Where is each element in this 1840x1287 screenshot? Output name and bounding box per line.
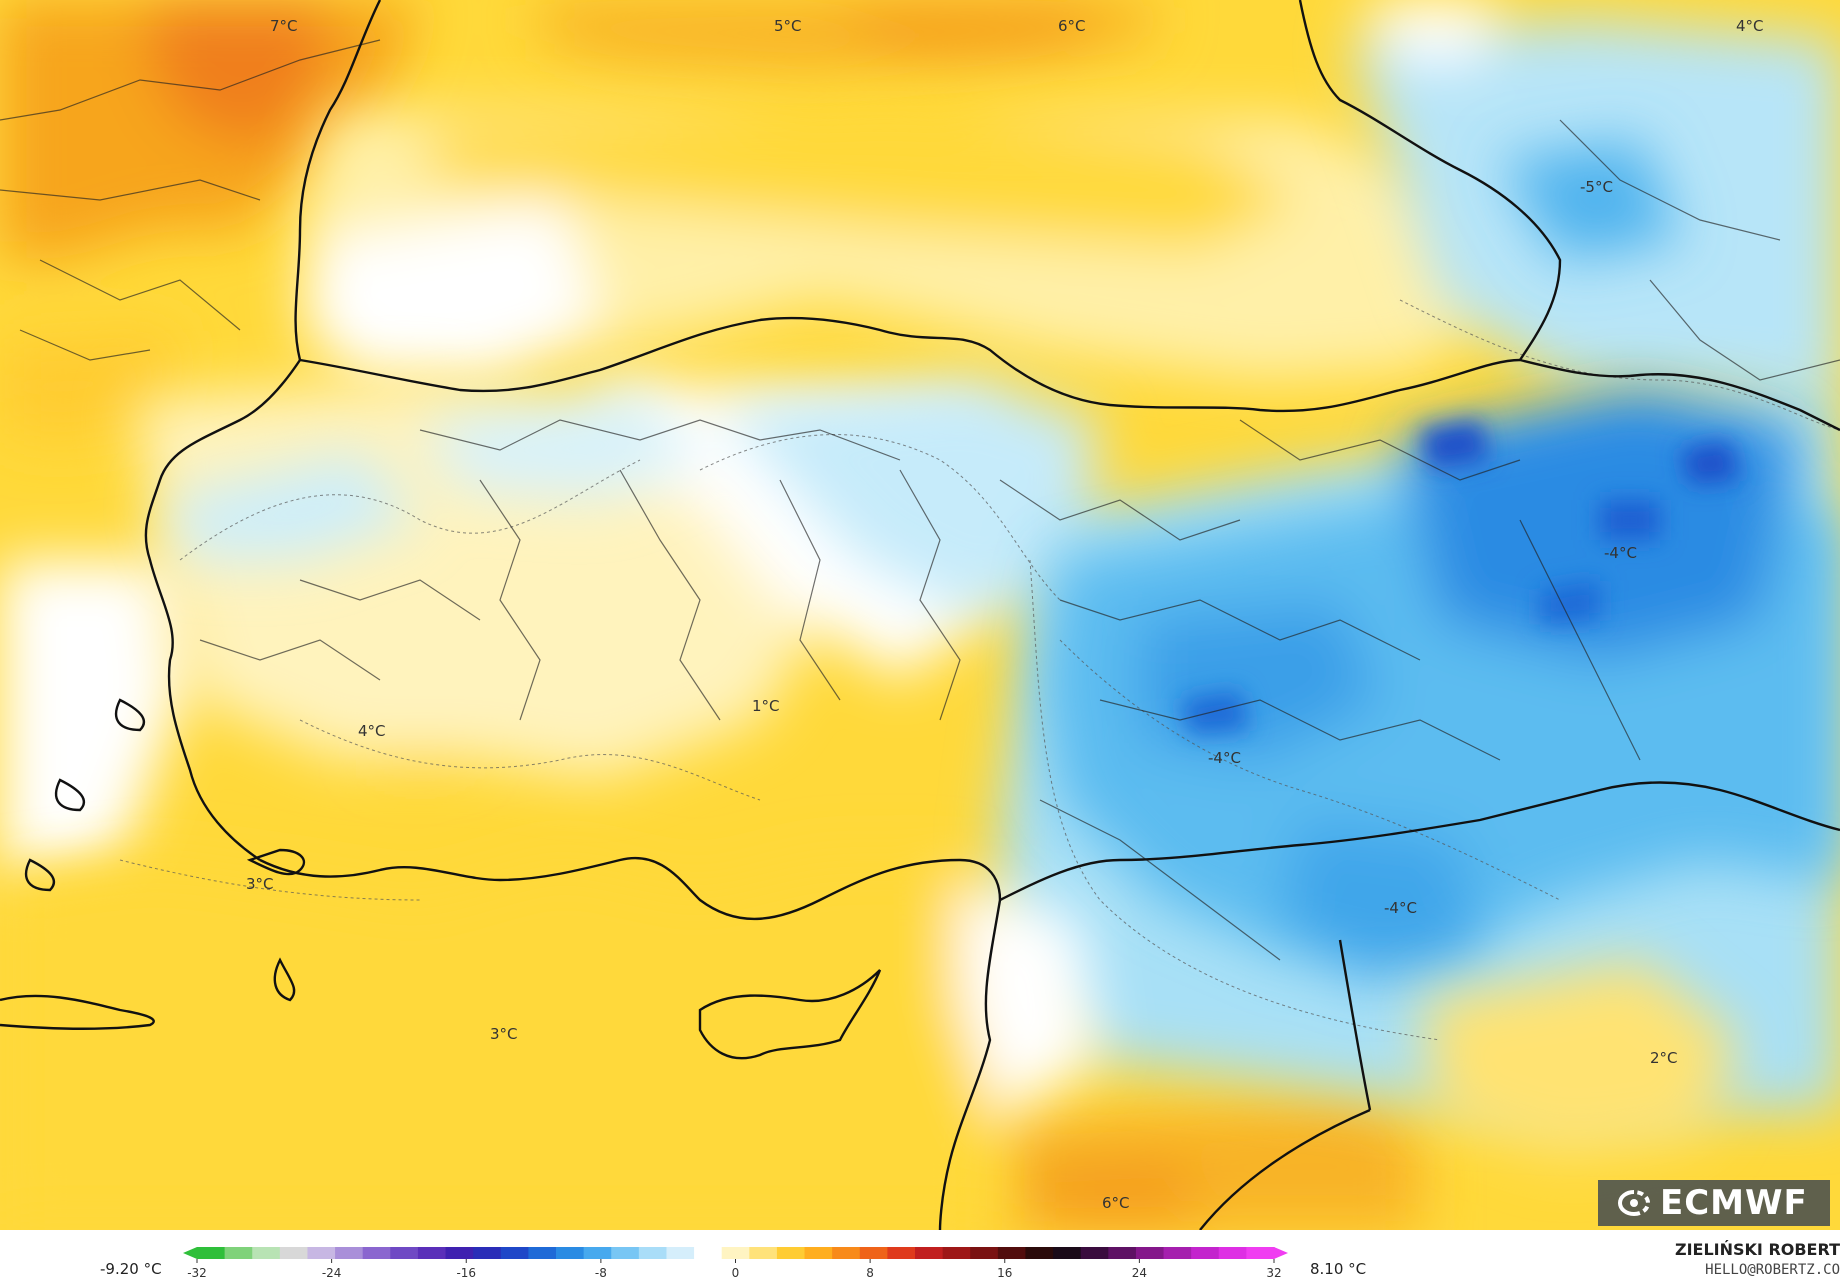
- colorbar-segment: [1163, 1247, 1192, 1259]
- temp-label: 7°C: [270, 17, 298, 35]
- colorbar-segment: [1080, 1247, 1109, 1259]
- colorbar-segment: [362, 1247, 391, 1259]
- colorbar-segment: [252, 1247, 281, 1259]
- temp-label: 3°C: [490, 1025, 518, 1043]
- colorbar-segment: [307, 1247, 336, 1259]
- temperature-labels: 7°C 5°C 6°C 4°C -5°C -4°C 1°C 4°C -4°C 3…: [246, 17, 1764, 1212]
- temp-label: -5°C: [1580, 178, 1613, 196]
- temp-label: 6°C: [1058, 17, 1086, 35]
- colorbar-segment: [528, 1247, 557, 1259]
- colorbar-segment: [197, 1247, 226, 1259]
- colorbar-segment: [1108, 1247, 1137, 1259]
- colorbar-segment: [500, 1247, 529, 1259]
- colorbar-tick-label: -32: [187, 1266, 207, 1280]
- colorbar-segment: [556, 1247, 585, 1259]
- ecmwf-logo-text: ECMWF: [1660, 1183, 1808, 1223]
- borders: [0, 39, 1840, 961]
- colorbar-segment: [638, 1247, 668, 1259]
- colorbar-segment: [832, 1247, 861, 1259]
- colorbar-segment: [1191, 1247, 1220, 1259]
- colorbar-segment: [915, 1247, 944, 1259]
- isotherm-contours: [119, 299, 1840, 1041]
- legend-footer: -9.20 °C -32 -24 -16 -8 0 8 16 24 32 8.10 °C ZIE…: [0, 1230, 1840, 1287]
- temp-label: 4°C: [1736, 17, 1764, 35]
- colorbar-segment: [887, 1247, 916, 1259]
- colorbar-segment: [417, 1247, 447, 1259]
- temp-label: 4°C: [358, 722, 386, 740]
- temp-label: -4°C: [1604, 544, 1637, 562]
- temp-label: -4°C: [1384, 899, 1417, 917]
- colorbar-segment: [445, 1247, 474, 1259]
- colorbar-segment: [804, 1247, 833, 1259]
- coastlines: [0, 0, 1840, 1230]
- colorbar-segment: [721, 1247, 750, 1259]
- colorbar-segment: [473, 1247, 502, 1259]
- temp-label: 2°C: [1650, 1049, 1678, 1067]
- temp-label: -4°C: [1208, 749, 1241, 767]
- temperature-map[interactable]: 7°C 5°C 6°C 4°C -5°C -4°C 1°C 4°C -4°C 3…: [0, 0, 1840, 1230]
- colorbar-segment: [776, 1247, 806, 1259]
- colorbar-tick-label: -8: [595, 1266, 607, 1280]
- author-name: ZIELIŃSKI ROBERT: [1674, 1240, 1840, 1259]
- colorbar-segment: [749, 1247, 778, 1259]
- colorbar-segment: [694, 1247, 723, 1259]
- temp-label: 3°C: [246, 875, 274, 893]
- max-value-label: 8.10 °C: [1310, 1260, 1367, 1278]
- ecmwf-logo: ECMWF: [1598, 1180, 1830, 1226]
- color-scale: -32 -24 -16 -8 0 8 16 24 32: [183, 1247, 1288, 1280]
- colorbar-tick-label: -16: [456, 1266, 476, 1280]
- colorbar-segment: [859, 1247, 888, 1259]
- colorbar-segment: [1246, 1247, 1275, 1259]
- colorbar-segment: [224, 1247, 253, 1259]
- temp-label: 5°C: [774, 17, 802, 35]
- colorbar-segment: [583, 1247, 612, 1259]
- colorbar-left-arrow: [183, 1247, 197, 1259]
- min-value-label: -9.20 °C: [100, 1260, 162, 1278]
- colorbar-segment: [279, 1247, 309, 1259]
- colorbar-segment: [1025, 1247, 1054, 1259]
- colorbar-segment: [335, 1247, 364, 1259]
- temp-label: 1°C: [752, 697, 780, 715]
- colorbar-tick-label: 8: [866, 1266, 874, 1280]
- colorbar-segment: [970, 1247, 999, 1259]
- colorbar-segment: [1218, 1247, 1247, 1259]
- colorbar-tick-label: 32: [1266, 1266, 1281, 1280]
- author-email: HELLO@ROBERTZ.CO: [1705, 1262, 1840, 1278]
- ecmwf-logo-icon: [1617, 1190, 1651, 1216]
- colorbar-tick-label: 24: [1132, 1266, 1147, 1280]
- colorbar-segment: [390, 1247, 419, 1259]
- colorbar-segment: [942, 1247, 971, 1259]
- temp-label: 6°C: [1102, 1194, 1130, 1212]
- colorbar-segment: [1135, 1247, 1165, 1259]
- colorbar-right-arrow: [1274, 1247, 1288, 1259]
- colorbar-tick-label: 16: [997, 1266, 1012, 1280]
- colorbar-tick-label: 0: [732, 1266, 740, 1280]
- colorbar-segment: [666, 1247, 695, 1259]
- colorbar-tick-label: -24: [322, 1266, 342, 1280]
- colorbar-segment: [611, 1247, 640, 1259]
- colorbar-segment: [1053, 1247, 1082, 1259]
- colorbar-segment: [997, 1247, 1027, 1259]
- temperature-field: [0, 0, 1840, 1230]
